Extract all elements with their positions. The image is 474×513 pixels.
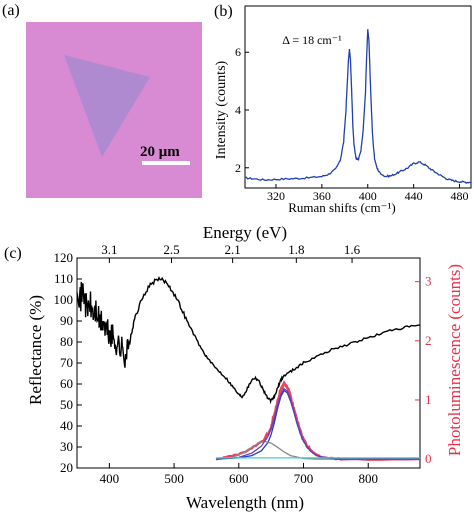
c-xtick-label: 400 [100, 471, 120, 486]
c-ytick-label: 120 [54, 250, 74, 265]
panel-a-micrograph: 20 μm [26, 22, 202, 198]
c-top-tick-label: 2.5 [163, 242, 179, 257]
c-ylabel: Reflectance (%) [26, 295, 45, 405]
c-ytick-label: 60 [60, 376, 73, 391]
b-ytick-label: 6 [235, 45, 241, 59]
c-plot-frame [76, 257, 421, 469]
c-top-tick-label: 1.6 [344, 242, 361, 257]
c-ytick-label: 90 [60, 313, 73, 328]
c-y2tick-label: 2 [425, 333, 432, 348]
b-xtick-label: 320 [267, 189, 285, 203]
c-xlabel: Wavelength (nm) [186, 493, 304, 512]
scale-bar-label: 20 μm [140, 144, 180, 160]
scale-bar [142, 161, 190, 165]
b-raman-spectrum [244, 29, 472, 184]
c-xtick-label: 600 [229, 471, 249, 486]
c-ytick-label: 100 [54, 292, 74, 307]
b-xtick-label: 400 [359, 189, 377, 203]
panel-b-chart: 320 360 400 440 480 2 4 6 [235, 5, 472, 203]
panel-c-label: (c) [4, 245, 22, 262]
c-ytick-label: 30 [60, 439, 73, 454]
triangular-flake [64, 55, 150, 157]
c-pl-series-1 [216, 389, 420, 460]
c-xtick-label: 500 [164, 471, 184, 486]
c-top-tick-label: 3.1 [101, 242, 117, 257]
c-ytick-label: 110 [54, 271, 73, 286]
c-y2label: Photoluminescence (counts) [445, 264, 464, 456]
b-xtick-label: 360 [313, 189, 331, 203]
c-top-tick-label: 2.1 [225, 242, 241, 257]
b-annotation: Δ = 18 cm⁻¹ [282, 33, 342, 47]
c-y2tick-label: 0 [425, 451, 432, 466]
panel-b-label: (b) [214, 3, 233, 20]
b-xtick-label: 440 [405, 189, 423, 203]
b-xlabel: Ruman shifts (cm⁻¹) [288, 200, 396, 215]
panel-a-label: (a) [2, 2, 20, 19]
c-top-axis-label: Energy (eV) [203, 223, 287, 242]
c-top-tick-label: 1.8 [288, 242, 304, 257]
b-plot-frame [244, 5, 472, 189]
c-ytick-label: 50 [60, 397, 73, 412]
c-xtick-label: 700 [294, 471, 314, 486]
c-ytick-label: 20 [60, 460, 73, 475]
c-pl-series-3 [216, 387, 420, 460]
c-y2tick-label: 1 [425, 392, 432, 407]
b-ylabel: Intensity (counts) [214, 60, 229, 159]
c-reflectance-curve [76, 276, 420, 405]
c-ytick-label: 70 [60, 355, 73, 370]
b-ytick-label: 4 [235, 103, 241, 117]
c-xtick-label: 800 [358, 471, 378, 486]
b-ytick-label: 2 [235, 161, 241, 175]
c-pl-series-0 [215, 380, 421, 461]
c-ytick-label: 40 [60, 418, 73, 433]
c-ytick-label: 80 [60, 334, 73, 349]
c-y2tick-label: 3 [425, 274, 432, 289]
b-xtick-label: 480 [451, 189, 469, 203]
